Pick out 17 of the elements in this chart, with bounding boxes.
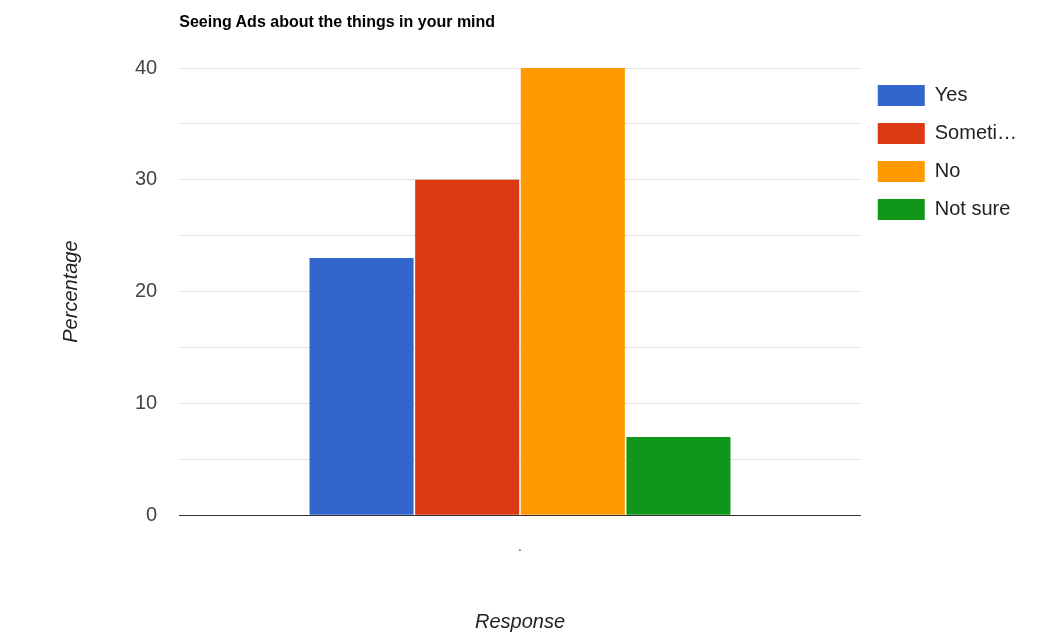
y-tick-label: 0 (146, 502, 158, 525)
y-tick-label: 20 (135, 279, 158, 302)
x-axis-title: Response (474, 609, 566, 632)
bar (520, 68, 625, 515)
legend-label: No (934, 159, 961, 182)
x-tick-label: . (518, 538, 522, 555)
legend-label: Not sure (934, 197, 1011, 220)
legend-label: Yes (934, 83, 968, 106)
legend-label: Someti… (934, 121, 1017, 144)
y-tick-label: 40 (135, 55, 158, 78)
y-tick-label: 10 (135, 390, 158, 413)
y-tick-label: 30 (135, 167, 158, 190)
y-axis-title: Percentage (58, 240, 81, 343)
bar (415, 179, 520, 515)
bar (626, 436, 731, 515)
bar (309, 258, 414, 515)
chart-title: Seeing Ads about the things in your mind (179, 13, 496, 30)
